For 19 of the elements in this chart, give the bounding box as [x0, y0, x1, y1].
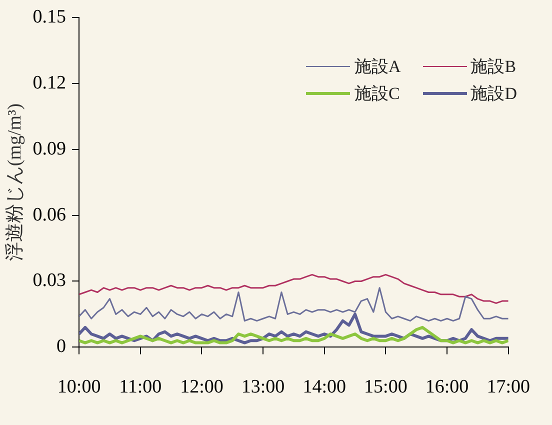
y-tick-label: 0.09	[32, 138, 66, 160]
x-tick-label: 11:00	[119, 376, 162, 398]
y-tick-label: 0.15	[32, 6, 66, 28]
y-tick-label: 0.03	[32, 270, 66, 292]
x-tick-label: 10:00	[57, 376, 101, 398]
y-tick-label: 0.12	[32, 72, 66, 94]
x-tick-label: 14:00	[302, 376, 346, 398]
x-tick-label: 12:00	[180, 376, 224, 398]
legend-label: 施設C	[354, 83, 400, 105]
legend-label: 施設B	[470, 56, 516, 78]
x-tick-label: 15:00	[364, 376, 408, 398]
legend-label: 施設D	[470, 83, 517, 105]
x-tick-label: 17:00	[486, 376, 530, 398]
y-tick-label: 0.06	[32, 204, 66, 226]
x-tick-label: 16:00	[425, 376, 469, 398]
y-axis-title: 浮遊粉じん(mg/m³)	[4, 103, 26, 262]
y-tick-label: 0	[56, 336, 66, 358]
legend-label: 施設A	[354, 56, 401, 78]
x-tick-label: 13:00	[241, 376, 285, 398]
